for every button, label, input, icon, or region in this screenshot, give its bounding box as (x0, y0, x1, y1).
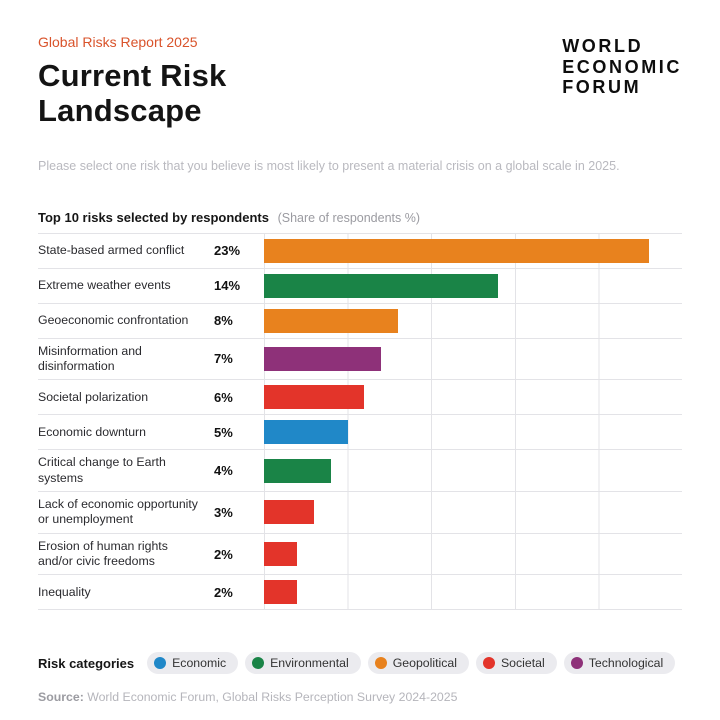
chart-row-label: Critical change to Earth systems (38, 455, 166, 485)
legend-dot (252, 657, 265, 670)
legend-dot (154, 657, 167, 670)
legend-item-label: Geopolitical (392, 656, 457, 671)
chart-row: Erosion of human rights and/or civic fre… (38, 533, 682, 576)
chart-row-label: State-based armed conflict (38, 242, 185, 257)
header: Global Risks Report 2025 Current Risk La… (38, 34, 682, 128)
chart-row: Misinformation and disinformation 7% (38, 338, 682, 381)
chart-row-track (264, 450, 682, 491)
chart-row: Critical change to Earth systems 4% (38, 450, 682, 492)
chart-row-value: 3% (214, 504, 233, 520)
chart-subtitle: (Share of respondents %) (277, 210, 421, 225)
report-label: Global Risks Report 2025 (38, 34, 198, 50)
chart-row-value: 4% (214, 463, 233, 479)
chart-row: State-based armed conflict 23% (38, 233, 682, 269)
chart-row-track (264, 380, 682, 415)
chart-row-label: Erosion of human rights and/or civic fre… (38, 538, 168, 569)
source-line: Source: World Economic Forum, Global Ris… (38, 690, 682, 704)
chart-bar (264, 273, 499, 298)
chart-row-track (264, 233, 682, 268)
chart-row-track (264, 575, 682, 610)
legend-label: Risk categories (38, 655, 135, 671)
chart-row-label: Misinformation and disinformation (38, 343, 142, 373)
legend-item-technological: Technological (563, 652, 676, 675)
legend-item-label: Environmental (270, 656, 349, 671)
intro-text: Please select one risk that you believe … (38, 159, 620, 174)
chart-row-track (264, 533, 682, 575)
legend-item-label: Societal (500, 656, 545, 671)
chart-row: Economic downturn 5% (38, 415, 682, 451)
chart-row-track (264, 268, 682, 303)
chart-row-value: 2% (214, 546, 233, 562)
legend-item-geopolitical: Geopolitical (367, 652, 469, 675)
legend: Risk categories Economic Environmental Geo… (38, 652, 682, 675)
chart-row-label: Lack of economic opportunity or unemploy… (38, 496, 198, 527)
legend-item-environmental: Environmental (245, 652, 361, 675)
chart-header: Top 10 risks selected by respondents (Sh… (38, 210, 682, 225)
legend-dot (570, 657, 583, 670)
chart-bar (264, 500, 315, 525)
chart-row: Societal polarization 6% (38, 380, 682, 416)
chart-bar (264, 420, 348, 445)
legend-item-economic: Economic (147, 652, 239, 675)
chart-row-label: Societal polarization (38, 389, 149, 404)
chart-bar (264, 238, 649, 263)
chart-row-value: 6% (214, 389, 233, 405)
chart-row: Inequality 2% (38, 575, 682, 611)
chart-row: Geoeconomic confrontation 8% (38, 303, 682, 339)
legend-dot (374, 657, 387, 670)
chart-row-value: 8% (214, 313, 233, 329)
chart-row-label: Economic downturn (38, 424, 146, 439)
bar-chart: State-based armed conflict 23% Extreme wea… (38, 232, 682, 611)
wef-logo: WORLD ECONOMIC FORUM (562, 36, 682, 98)
legend-item-label: Technological (588, 656, 664, 671)
chart-row-value: 5% (214, 424, 233, 440)
header-left: Global Risks Report 2025 Current Risk La… (38, 34, 226, 128)
chart-bar (264, 580, 298, 605)
chart-bar (264, 458, 331, 483)
chart-row-value: 14% (214, 278, 241, 294)
legend-item-societal: Societal (475, 652, 557, 675)
legend-item-label: Economic (172, 656, 227, 671)
source-text: World Economic Forum, Global Risks Perce… (83, 690, 458, 705)
chart-row-value: 23% (214, 243, 241, 259)
chart-bar (264, 385, 365, 410)
chart-bar (264, 346, 382, 371)
chart-row-label: Extreme weather events (38, 277, 171, 292)
chart-row-value: 7% (214, 351, 233, 367)
chart-bar (264, 308, 398, 333)
chart-row-track (264, 303, 682, 338)
legend-dot (482, 657, 495, 670)
chart-row-track (264, 491, 682, 533)
source-prefix: Source: (38, 690, 84, 705)
chart-row-track (264, 415, 682, 450)
chart-row-value: 2% (214, 584, 233, 600)
chart-row-label: Geoeconomic confrontation (38, 312, 189, 327)
chart-row-track (264, 338, 682, 380)
page-title: Current Risk Landscape (38, 58, 227, 129)
chart-row: Extreme weather events 14% (38, 268, 682, 304)
chart-row-label: Inequality (38, 584, 91, 599)
chart-bar (264, 542, 298, 567)
chart-title: Top 10 risks selected by respondents (38, 209, 269, 225)
chart-row: Lack of economic opportunity or unemploy… (38, 491, 682, 534)
